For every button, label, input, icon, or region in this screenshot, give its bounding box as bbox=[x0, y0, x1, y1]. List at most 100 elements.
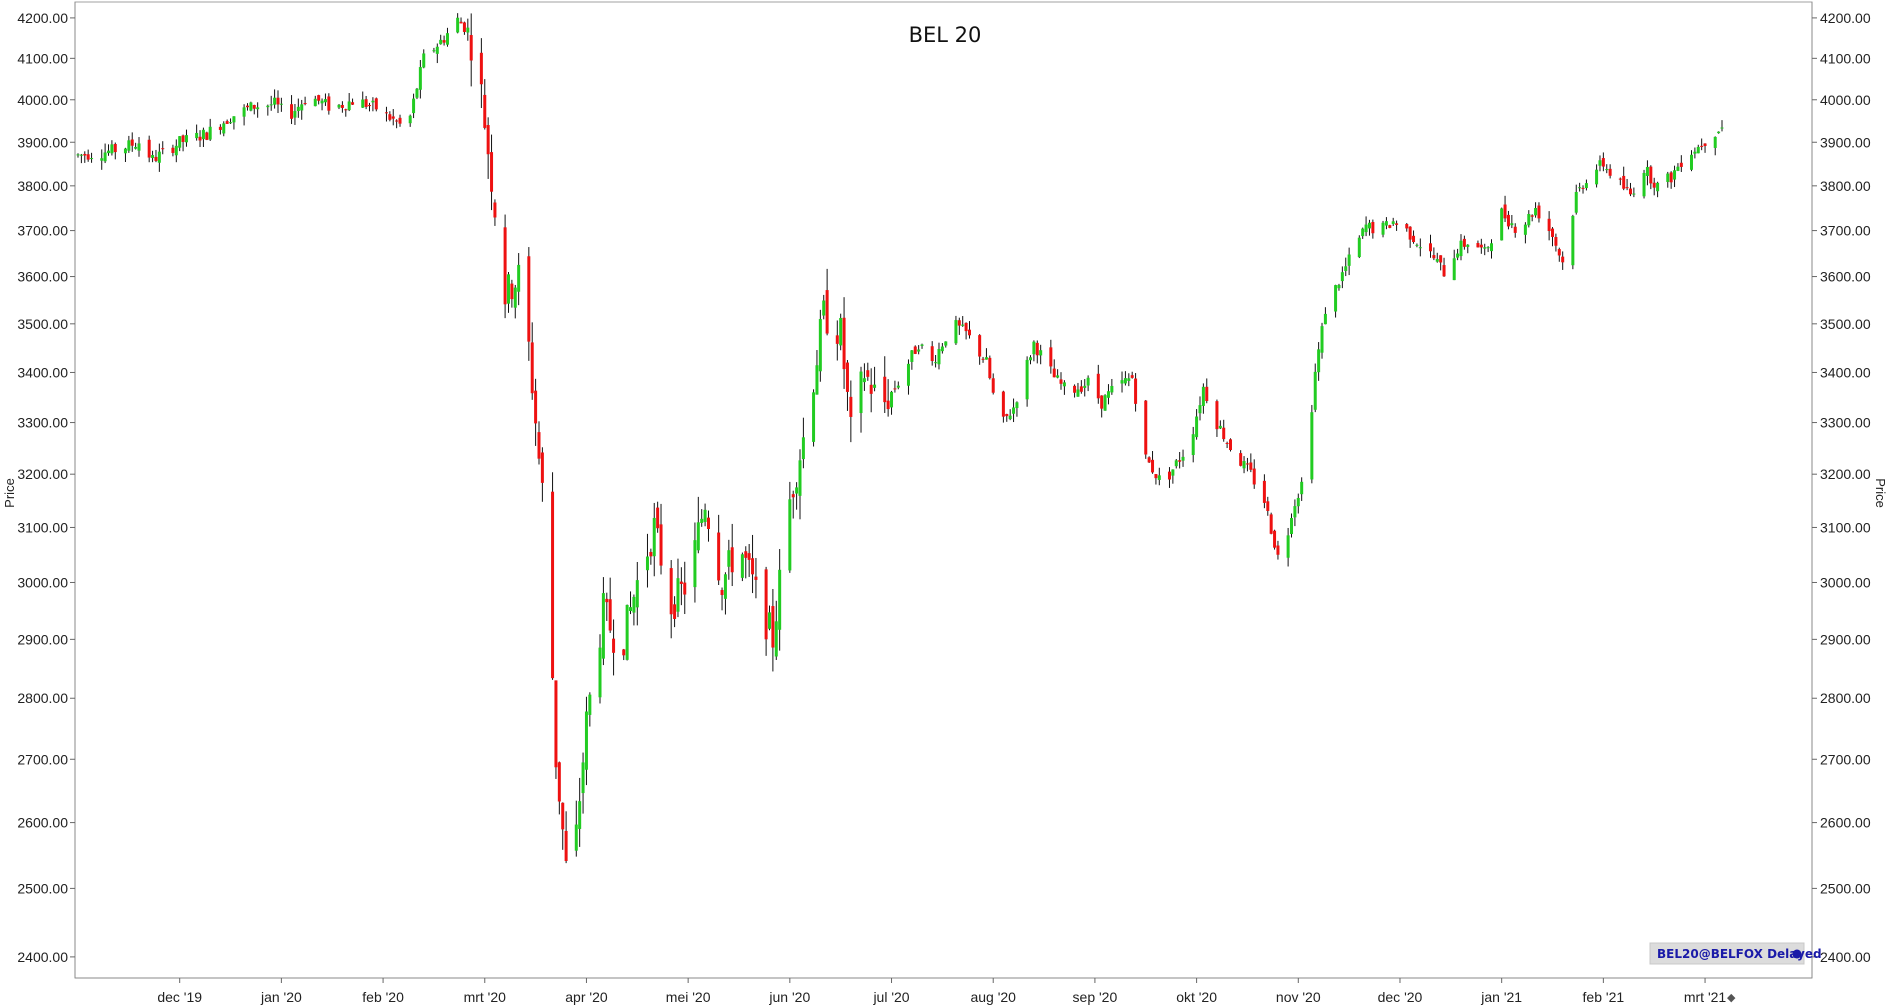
candle-body bbox=[503, 227, 507, 305]
candle-body bbox=[991, 378, 995, 393]
candle-body bbox=[1147, 457, 1151, 463]
candle-body bbox=[961, 324, 965, 326]
candle-body bbox=[822, 300, 826, 316]
candle-body bbox=[978, 335, 982, 357]
candle-body bbox=[469, 35, 473, 61]
candle-body bbox=[774, 621, 778, 657]
candle-body bbox=[1652, 182, 1656, 188]
candle-body bbox=[1178, 460, 1182, 462]
x-tick-label: dec '20 bbox=[1378, 989, 1423, 1005]
candle-body bbox=[1439, 255, 1443, 263]
candle-body bbox=[934, 362, 938, 364]
candle-body bbox=[1323, 313, 1327, 325]
x-tick-label: sep '20 bbox=[1073, 989, 1118, 1005]
candle-body bbox=[557, 762, 561, 802]
candle-body bbox=[954, 320, 958, 344]
y-tick-label-right: 2700.00 bbox=[1820, 751, 1871, 767]
candle-body bbox=[1269, 514, 1273, 534]
candle-body bbox=[883, 376, 887, 403]
candle-body bbox=[134, 147, 138, 149]
candle-body bbox=[584, 711, 588, 770]
candle-body bbox=[1466, 244, 1470, 247]
candle-body bbox=[1384, 221, 1388, 226]
candle-body bbox=[1595, 169, 1599, 185]
candle-body bbox=[696, 522, 700, 551]
candle-body bbox=[1123, 378, 1127, 384]
candle-body bbox=[201, 129, 205, 140]
y-tick-label-left: 4200.00 bbox=[17, 10, 68, 26]
candle-body bbox=[1100, 395, 1104, 409]
candle-body bbox=[964, 322, 968, 332]
candle-body bbox=[1388, 225, 1392, 228]
candle-body bbox=[198, 136, 202, 141]
candle-body bbox=[1059, 379, 1063, 384]
candle-body bbox=[137, 143, 141, 151]
candles bbox=[76, 13, 1724, 864]
x-tick-label: jan '21 bbox=[1480, 989, 1522, 1005]
candle-body bbox=[1395, 223, 1399, 225]
candle-body bbox=[1005, 414, 1009, 417]
candle-body bbox=[795, 487, 799, 494]
candle-body bbox=[754, 576, 758, 580]
scroll-arrow-icon[interactable]: ◆ bbox=[1727, 991, 1736, 1004]
candle-body bbox=[581, 762, 585, 794]
candle-body bbox=[439, 39, 443, 45]
y-tick-label-left: 2700.00 bbox=[17, 751, 68, 767]
candle-body bbox=[422, 53, 426, 68]
candle-body bbox=[886, 400, 890, 410]
candle-body bbox=[1029, 357, 1033, 361]
candle-body bbox=[351, 102, 355, 105]
candle-body bbox=[1700, 145, 1704, 147]
candle-body bbox=[540, 452, 544, 483]
candle-body bbox=[1405, 224, 1409, 229]
candle-body bbox=[442, 40, 446, 43]
y-tick-label-right: 4100.00 bbox=[1820, 50, 1871, 66]
candle-body bbox=[1462, 238, 1466, 247]
candle-body bbox=[1015, 402, 1019, 409]
candle-body bbox=[147, 139, 151, 158]
candle-body bbox=[154, 156, 158, 161]
candle-body bbox=[1561, 256, 1565, 263]
candle-body bbox=[320, 100, 324, 104]
candle-body bbox=[1679, 162, 1683, 167]
candle-body bbox=[1523, 224, 1527, 235]
candle-body bbox=[1049, 347, 1053, 367]
candle-body bbox=[930, 346, 934, 362]
candle-body bbox=[1367, 222, 1371, 229]
candle-body bbox=[869, 384, 873, 394]
candle-body bbox=[1245, 463, 1249, 465]
candle-body bbox=[279, 103, 283, 105]
candle-body bbox=[700, 518, 704, 523]
candle-body bbox=[788, 499, 792, 571]
candle-body bbox=[90, 158, 94, 160]
y-tick-label-left: 3200.00 bbox=[17, 466, 68, 482]
candle-body bbox=[1530, 215, 1534, 217]
y-tick-label-left: 3600.00 bbox=[17, 269, 68, 285]
candle-body bbox=[551, 491, 555, 679]
candle-body bbox=[944, 341, 948, 346]
candle-body bbox=[534, 390, 538, 424]
y-tick-label-right: 4200.00 bbox=[1820, 10, 1871, 26]
candle-body bbox=[706, 517, 710, 529]
candle-body bbox=[1344, 266, 1348, 271]
candle-body bbox=[1079, 386, 1083, 392]
y-tick-label-left: 4000.00 bbox=[17, 92, 68, 108]
candle-body bbox=[412, 98, 416, 114]
candle-body bbox=[635, 580, 639, 608]
candle-body bbox=[910, 350, 914, 362]
candle-body bbox=[1456, 253, 1460, 258]
candle-body bbox=[981, 358, 985, 360]
x-tick-label: mrt '21 bbox=[1684, 989, 1727, 1005]
candle-body bbox=[1486, 247, 1490, 249]
candle-body bbox=[466, 27, 470, 33]
candle-body bbox=[778, 569, 782, 630]
candle-body bbox=[693, 540, 697, 588]
candle-body bbox=[245, 105, 249, 108]
candle-body bbox=[1012, 407, 1016, 414]
candle-body bbox=[276, 97, 280, 105]
candle-body bbox=[1551, 228, 1555, 237]
candle-body bbox=[1479, 244, 1483, 248]
candle-body bbox=[1127, 378, 1131, 381]
candle-body bbox=[184, 135, 188, 143]
candle-body bbox=[862, 378, 866, 383]
